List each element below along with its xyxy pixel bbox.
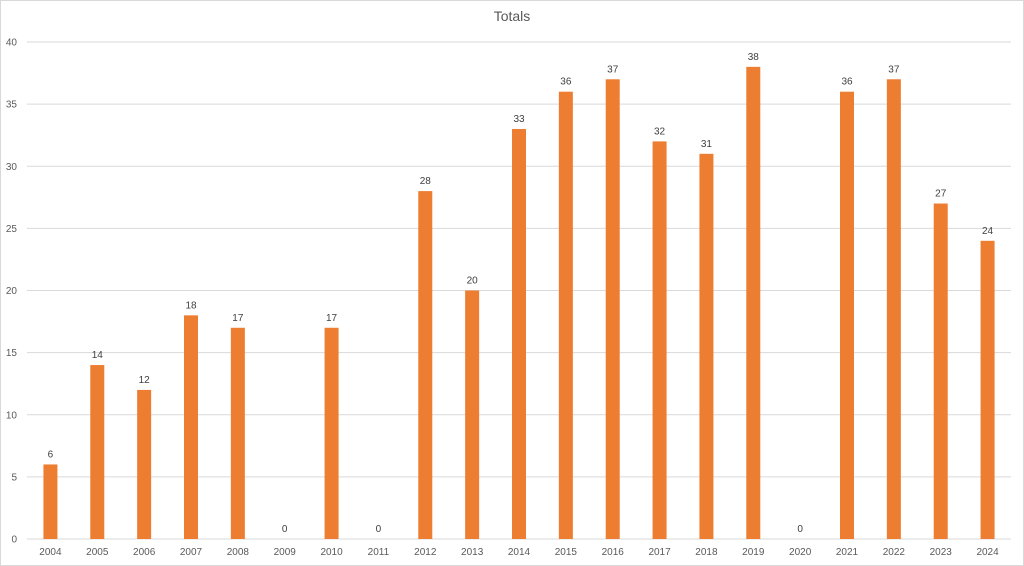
data-label-2010: 17 bbox=[326, 313, 338, 324]
data-label-2011: 0 bbox=[376, 524, 382, 535]
x-tick-label-2019: 2019 bbox=[742, 547, 765, 558]
bar-2012 bbox=[418, 191, 433, 539]
x-tick-label-2015: 2015 bbox=[555, 547, 578, 558]
bar-2006 bbox=[137, 389, 152, 539]
x-tick-label-2021: 2021 bbox=[836, 547, 859, 558]
x-tick-label-2011: 2011 bbox=[368, 547, 390, 558]
y-tick-label: 25 bbox=[6, 224, 18, 235]
data-label-2013: 20 bbox=[467, 276, 479, 287]
bar-2018 bbox=[699, 153, 714, 539]
data-label-2023: 27 bbox=[935, 189, 947, 200]
bar-2013 bbox=[465, 290, 480, 539]
data-label-2019: 38 bbox=[748, 52, 760, 63]
y-tick-label: 30 bbox=[6, 162, 18, 173]
y-tick-label: 0 bbox=[11, 535, 17, 546]
chart-title: Totals bbox=[493, 8, 531, 24]
x-tick-label-2016: 2016 bbox=[602, 547, 625, 558]
data-label-2022: 37 bbox=[888, 64, 900, 75]
bar-2010 bbox=[324, 327, 339, 539]
x-tick-label-2007: 2007 bbox=[180, 547, 203, 558]
bar-2024 bbox=[980, 240, 995, 540]
data-label-2012: 28 bbox=[420, 176, 432, 187]
data-label-2008: 17 bbox=[232, 313, 244, 324]
x-tick-label-2020: 2020 bbox=[789, 547, 812, 558]
data-label-2015: 36 bbox=[560, 77, 572, 88]
bar-2014 bbox=[512, 128, 526, 539]
y-tick-label: 10 bbox=[6, 410, 18, 421]
bar-2022 bbox=[886, 79, 901, 540]
bars bbox=[43, 66, 995, 540]
x-tick-label-2022: 2022 bbox=[883, 547, 906, 558]
data-label-2021: 36 bbox=[841, 77, 853, 88]
bar-2019 bbox=[746, 66, 761, 539]
bar-2017 bbox=[652, 141, 667, 539]
x-tick-label-2010: 2010 bbox=[320, 547, 343, 558]
x-tick-label-2013: 2013 bbox=[461, 547, 484, 558]
data-label-2016: 37 bbox=[607, 64, 619, 75]
x-tick-label-2024: 2024 bbox=[976, 547, 999, 558]
data-label-2020: 0 bbox=[797, 524, 803, 535]
x-tick-label-2004: 2004 bbox=[39, 547, 62, 558]
x-tick-label-2018: 2018 bbox=[695, 547, 718, 558]
bar-2005 bbox=[90, 365, 105, 539]
data-label-2006: 12 bbox=[139, 375, 151, 386]
bar-2023 bbox=[933, 203, 948, 539]
data-label-2017: 32 bbox=[654, 126, 666, 137]
y-tick-label: 15 bbox=[6, 348, 18, 359]
y-tick-label: 40 bbox=[6, 38, 18, 49]
bar-2015 bbox=[558, 91, 573, 539]
x-tick-label-2006: 2006 bbox=[133, 547, 156, 558]
x-tick-label-2023: 2023 bbox=[930, 547, 953, 558]
bar-2016 bbox=[605, 79, 620, 540]
x-tick-label-2014: 2014 bbox=[508, 547, 531, 558]
x-tick-label-2012: 2012 bbox=[414, 547, 437, 558]
x-tick-label-2009: 2009 bbox=[274, 547, 297, 558]
y-tick-label: 35 bbox=[6, 100, 18, 111]
data-label-2004: 6 bbox=[48, 449, 54, 460]
data-label-2005: 14 bbox=[92, 350, 104, 361]
bar-2021 bbox=[840, 91, 854, 539]
data-label-2007: 18 bbox=[185, 300, 197, 311]
y-tick-label: 20 bbox=[6, 286, 18, 297]
x-axis: 2004 2005 2006 2007 2008 2009 2010 2011 2012 2013… bbox=[39, 547, 999, 558]
x-tick-label-2017: 2017 bbox=[648, 547, 671, 558]
data-label-2024: 24 bbox=[982, 226, 994, 237]
y-tick-label: 5 bbox=[11, 472, 17, 483]
bar-2008 bbox=[230, 327, 245, 539]
bar-2004 bbox=[43, 464, 58, 539]
bar-2007 bbox=[184, 315, 198, 539]
data-label-2009: 0 bbox=[282, 524, 288, 535]
x-tick-label-2008: 2008 bbox=[227, 547, 250, 558]
data-label-2018: 31 bbox=[701, 139, 713, 150]
x-tick-label-2005: 2005 bbox=[86, 547, 109, 558]
y-axis: 0 5 10 15 20 25 30 35 40 bbox=[6, 38, 18, 546]
data-labels: 6 14 12 18 17 0 17 0 28 20 33 36 37 32 31 38 0 36 37 27 24 bbox=[48, 52, 994, 535]
data-label-2014: 33 bbox=[513, 114, 525, 125]
